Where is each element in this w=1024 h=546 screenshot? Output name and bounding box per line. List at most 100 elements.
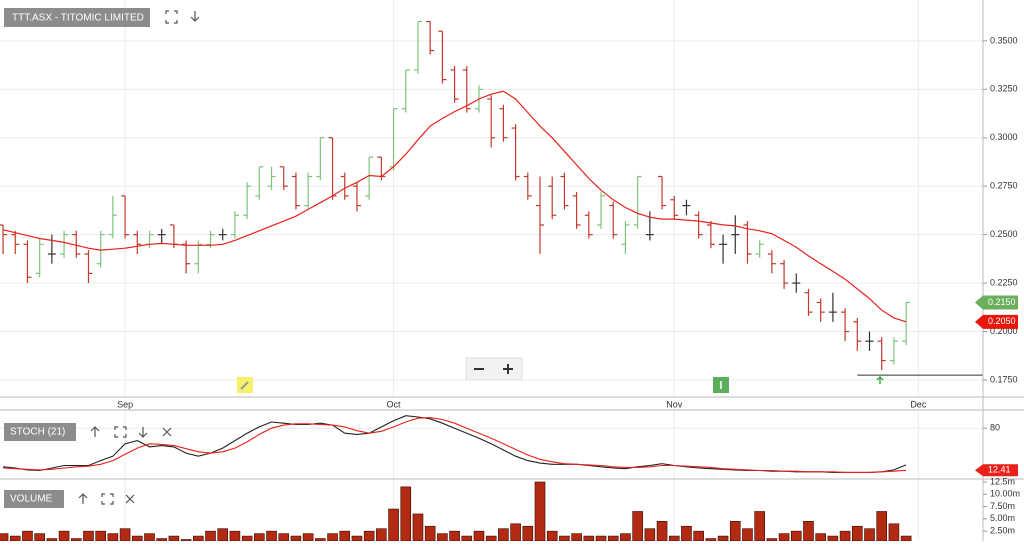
y-tick-label: 0.2250 [990, 277, 1018, 287]
volume-bar [632, 511, 643, 542]
volume-bar [254, 533, 265, 542]
y-tick-label: 0.2750 [990, 181, 1018, 191]
volume-bar [22, 530, 33, 542]
y-tick-label: 0.1750 [990, 374, 1018, 384]
volume-bar [742, 528, 753, 542]
volume-bar [205, 530, 216, 542]
signal-arrow [876, 375, 884, 384]
volume-bar [168, 535, 180, 542]
volume-bar [339, 530, 351, 542]
volume-bar [876, 511, 888, 542]
volume-bar [485, 535, 497, 542]
y-tick-label: 12.5m [990, 476, 1015, 486]
volume-bar [534, 481, 546, 542]
y-tick-label: 2.50m [990, 526, 1015, 536]
y-tick-label: 0.3250 [990, 84, 1018, 94]
volume-bar [656, 521, 668, 542]
chart-title: TTT.ASX - TITOMIC LIMITED [12, 13, 144, 24]
volume-bar [95, 530, 106, 542]
volume-bar [864, 528, 875, 542]
price-tag-label: 0.2150 [988, 297, 1016, 307]
stoch-line [3, 417, 907, 473]
volume-bar [107, 533, 119, 542]
y-tick-label: 0.3000 [990, 132, 1018, 142]
volume-bar [302, 533, 314, 542]
volume-bar [412, 513, 424, 542]
volume-bar [583, 535, 595, 542]
y-tick-label: 0.3500 [990, 35, 1018, 45]
volume-bar [424, 525, 436, 542]
volume-bar [852, 525, 863, 542]
volume-bar [119, 528, 131, 542]
zoom-controls [465, 357, 523, 381]
volume-bar [559, 535, 570, 542]
panel-title: STOCH (21) [10, 427, 65, 438]
x-tick-label: Dec [910, 399, 927, 409]
moving-average [2, 90, 907, 323]
volume-bar [900, 535, 912, 542]
price-tag [975, 314, 1018, 329]
toolbar-icons[interactable] [90, 426, 172, 438]
volume-bar [522, 525, 534, 542]
toolbar-icons[interactable] [165, 10, 200, 24]
y-tick-label: 0.2500 [990, 229, 1018, 239]
panel-title: VOLUME [10, 494, 53, 505]
title-box [4, 423, 76, 441]
volume-bar [778, 533, 790, 542]
volume-bar [839, 530, 851, 542]
volume-bar [449, 530, 460, 542]
volume-bar [9, 535, 21, 542]
volume-bar [290, 535, 302, 542]
price-tag-label: 0.2050 [988, 316, 1016, 326]
volume-bar [644, 528, 656, 542]
volume-bar [400, 486, 412, 542]
y-tick-label: 0.2000 [990, 326, 1018, 336]
title-box [4, 8, 150, 27]
volume-bar [668, 535, 680, 542]
volume-bar [888, 523, 900, 542]
volume-bar [266, 530, 277, 542]
volume-bar [388, 508, 399, 542]
volume-bar [546, 530, 558, 542]
volume-bar [790, 530, 802, 542]
y-tick-label: 80 [990, 423, 1000, 433]
volume-bar [803, 521, 814, 542]
x-tick-label: Sep [117, 399, 133, 409]
volume-bar [754, 511, 765, 542]
volume-bar [363, 530, 375, 542]
volume-bar [571, 533, 582, 542]
value-tag-label: 12.41 [988, 465, 1011, 475]
toolbar-icons[interactable] [78, 493, 135, 505]
volume-bar [461, 535, 473, 542]
volume-bar [34, 533, 45, 542]
x-tick-label: Nov [666, 399, 683, 409]
y-tick-label: 7.50m [990, 501, 1015, 511]
volume-bar [827, 535, 839, 542]
volume-bar [607, 535, 619, 542]
volume-bar [0, 533, 9, 542]
y-tick-label: 5.00m [990, 513, 1015, 523]
volume-bar [693, 530, 704, 542]
volume-bar [193, 535, 204, 542]
price-tag [975, 295, 1018, 310]
volume-bar [681, 525, 692, 542]
labels: Sep Oct Nov Dec 0.1750 0.2000 0.2250 0.2500 0.27… [117, 35, 1020, 535]
volume-bar [229, 530, 241, 542]
volume-bar [327, 533, 338, 542]
volume-bar [498, 528, 509, 542]
zoom-in-button[interactable] [503, 364, 513, 374]
volume-bar [144, 533, 155, 542]
y-tick-label: 10.00m [990, 489, 1020, 499]
volume-bar [717, 535, 729, 542]
volume-bar [437, 533, 448, 542]
volume-bar [815, 533, 826, 542]
volume-bar [595, 535, 607, 542]
title-box [4, 490, 64, 508]
volume-bar [278, 533, 290, 542]
volume-bar [131, 535, 143, 542]
x-tick-label: Oct [387, 399, 402, 409]
volume-bar [241, 535, 253, 542]
volume-bar [58, 530, 70, 542]
